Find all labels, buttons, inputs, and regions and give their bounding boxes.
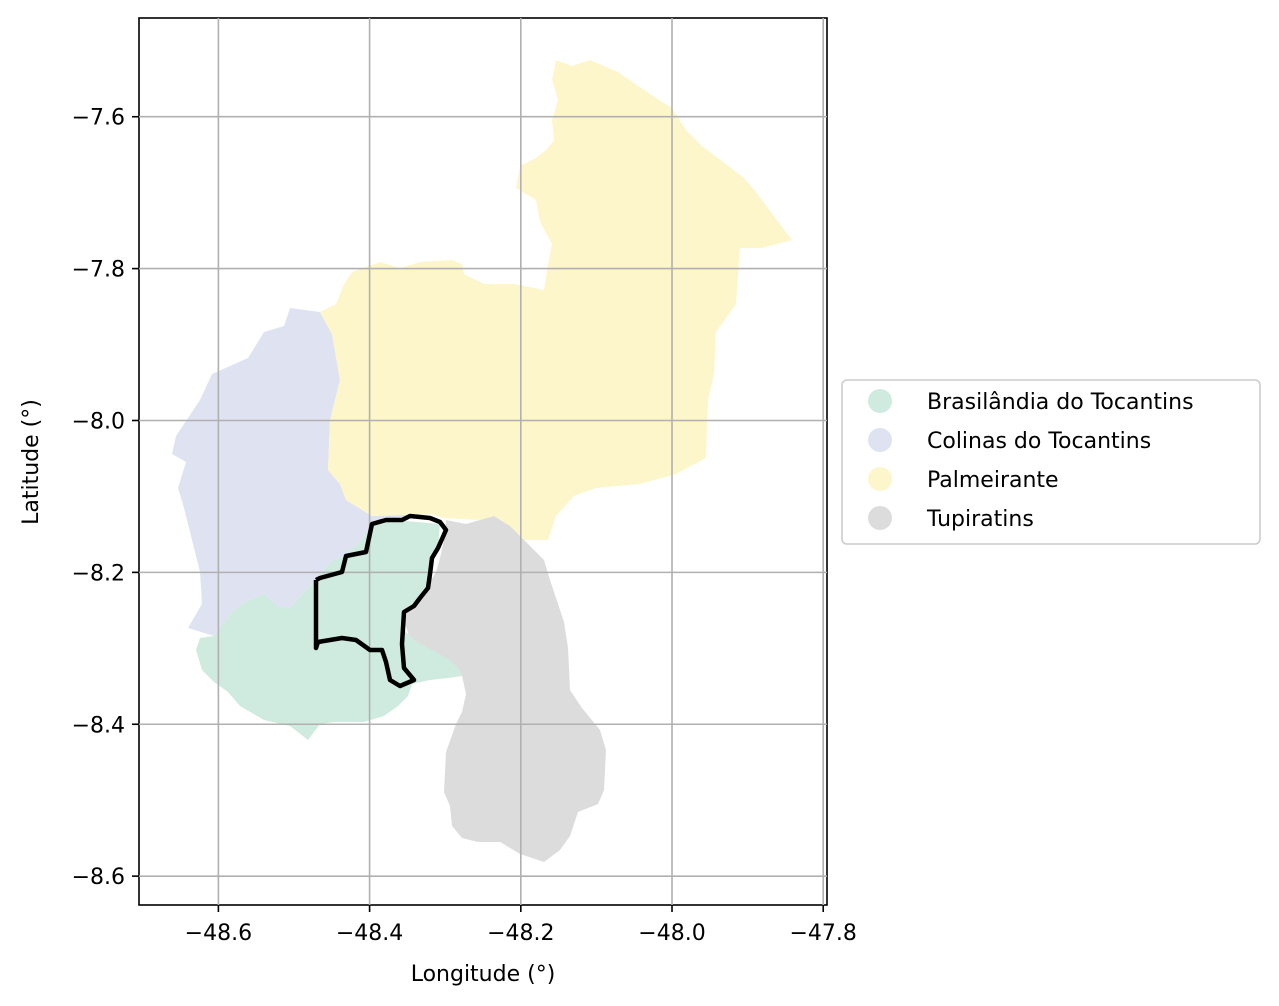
y-axis-label: Latitude (°) — [19, 399, 44, 525]
legend-label-colinas: Colinas do Tocantins — [927, 429, 1151, 454]
y-tick-label: −8.4 — [72, 713, 125, 738]
region-colinas-do-tocantins — [172, 308, 430, 636]
plot-frame — [138, 17, 828, 906]
x-tick-label: −48.4 — [336, 921, 403, 946]
grid — [139, 18, 827, 905]
region-tupiratins — [404, 516, 606, 862]
regions-layer — [172, 60, 792, 862]
x-tick-label: −47.8 — [790, 921, 857, 946]
legend-marker-colinas — [868, 428, 892, 452]
legend-label-palmeirante: Palmeirante — [927, 468, 1059, 493]
x-axis-label: Longitude (°) — [411, 962, 556, 987]
x-tick-label: −48.6 — [185, 921, 252, 946]
legend-box — [841, 379, 1261, 545]
y-tick-label: −8.6 — [72, 865, 125, 890]
axis-ticks: −48.6 −48.4 −48.2 −48.0 −47.8 −7.6 −7.8 −8.0 −8.… — [72, 106, 857, 946]
legend-label-brasilandia: Brasilândia do Tocantins — [927, 390, 1194, 415]
y-tick-label: −8.0 — [72, 409, 125, 434]
x-tick-label: −48.2 — [487, 921, 554, 946]
region-palmeirante — [320, 60, 792, 540]
y-tick-label: −8.2 — [72, 561, 125, 586]
legend-marker-palmeirante — [868, 467, 892, 491]
legend-marker-brasilandia — [868, 389, 892, 413]
y-tick-label: −7.6 — [72, 106, 125, 131]
legend-marker-tupiratins — [868, 506, 892, 530]
legend: Brasilândia do Tocantins Colinas do Toca… — [841, 379, 1261, 545]
y-tick-label: −7.8 — [72, 258, 125, 283]
highlight-outline — [313, 513, 449, 689]
legend-label-tupiratins: Tupiratins — [926, 507, 1034, 532]
x-tick-label: −48.0 — [638, 921, 705, 946]
